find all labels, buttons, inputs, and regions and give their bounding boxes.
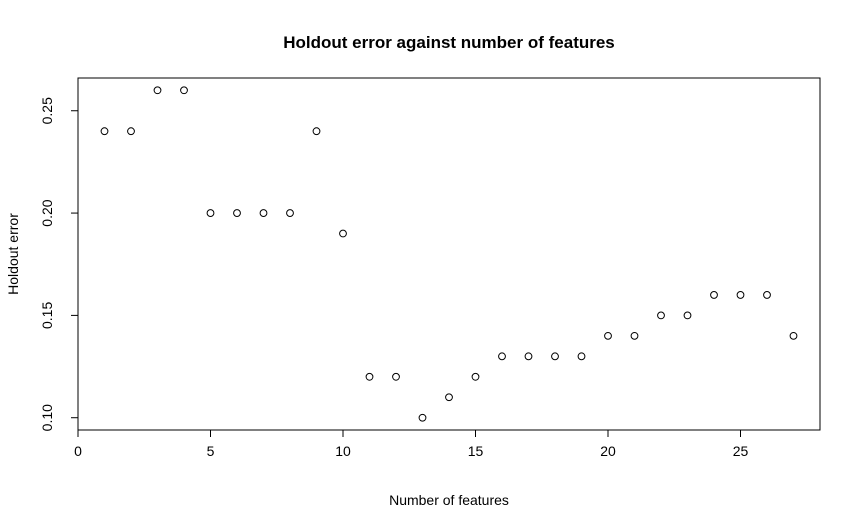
- plot-frame: [77, 77, 821, 431]
- y-tick-label: 0.20: [39, 199, 55, 226]
- data-point: [471, 372, 480, 381]
- data-point: [339, 229, 347, 238]
- data-point: [789, 331, 798, 340]
- data-point: [736, 291, 745, 299]
- x-axis-label: Number of features: [389, 492, 509, 508]
- y-tick-label: 0.15: [39, 302, 55, 329]
- x-axis: 0 5 10 15 20 25: [74, 429, 749, 459]
- data-point: [180, 86, 188, 95]
- y-tick-label: 0.25: [39, 97, 55, 124]
- x-tick-label: 5: [207, 443, 215, 459]
- data-point: [763, 291, 771, 299]
- data-point: [445, 393, 453, 402]
- x-tick-label: 25: [733, 443, 749, 459]
- data-point: [259, 209, 268, 217]
- data-point: [630, 331, 639, 340]
- data-point: [233, 209, 241, 217]
- data-point: [551, 352, 559, 361]
- data-point: [498, 352, 506, 361]
- data-point: [604, 331, 612, 340]
- data-point: [710, 291, 718, 299]
- x-tick-label: 20: [600, 443, 616, 459]
- data-point: [100, 127, 109, 136]
- data-point: [286, 209, 294, 217]
- data-point: [683, 311, 692, 320]
- data-points: [100, 86, 798, 422]
- x-tick-label: 10: [335, 443, 351, 459]
- data-point: [392, 372, 400, 381]
- data-point: [365, 372, 374, 381]
- data-point: [206, 209, 215, 217]
- data-point: [524, 352, 533, 361]
- x-tick-label: 15: [468, 443, 484, 459]
- chart-title: Holdout error against number of features: [283, 33, 615, 52]
- data-point: [153, 86, 162, 95]
- y-axis-label: Holdout error: [5, 213, 21, 295]
- data-point: [657, 311, 665, 320]
- y-tick-label: 0.10: [39, 404, 55, 431]
- data-point: [577, 352, 586, 361]
- data-point: [418, 413, 427, 422]
- data-point: [312, 127, 321, 136]
- y-axis: 0.10 0.15 0.20 0.25: [39, 97, 79, 431]
- x-tick-label: 0: [74, 443, 82, 459]
- data-point: [127, 127, 135, 136]
